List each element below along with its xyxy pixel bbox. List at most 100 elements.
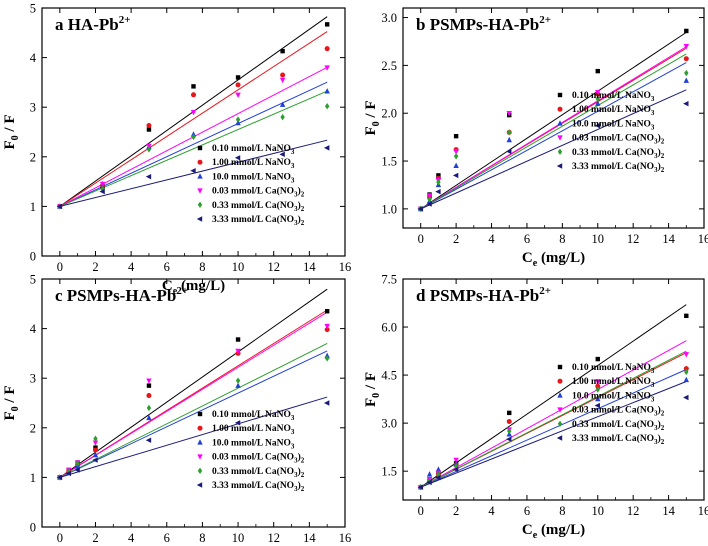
panel-a-point-s5-2	[145, 173, 152, 180]
panel-d-fit-line-3	[420, 340, 687, 488]
panel-b-point-s4-4	[507, 129, 512, 136]
panel-b-legend-sub-1: 3	[651, 109, 655, 117]
panel-d-point-s2-1	[426, 471, 433, 477]
panel-a-ytick-label: 2	[30, 150, 36, 164]
panel-a-legend-marker-1	[197, 159, 203, 165]
panel-b-legend-name-5: 3.33 mmol/L Ca(NO	[572, 161, 654, 172]
panel-d-xtick-label: 10	[592, 504, 605, 518]
panel-a-point-s2-5	[279, 101, 286, 107]
panel-b-point-s0-3	[453, 133, 459, 139]
panel-c-legend-suffix-4: )	[298, 466, 301, 477]
panel-b-legend-suffix-sub-3: 2	[661, 138, 665, 146]
panel-c-xtick-label: 16	[339, 531, 352, 545]
panel-c-legend-marker-0	[197, 411, 203, 417]
panel-d-point-s5-5	[594, 402, 600, 409]
panel-a-point-s1-2	[146, 123, 152, 129]
panel-c-point-s1-6	[324, 327, 330, 333]
panel-c-fit-line-5	[59, 396, 328, 478]
panel-c-ylabel: F0 / F	[2, 385, 21, 420]
panel-a-point-s0-4	[235, 75, 241, 80]
panel-a-title-text: HA-Pb	[68, 15, 119, 34]
panel-d-legend-sub-5: 3	[654, 438, 658, 446]
panel-c-title-text: PSMPs-HA-Pb	[67, 286, 177, 305]
panel-c-legend-suffix-sub-5: 2	[301, 485, 305, 493]
panel-c-point-s2-5	[235, 382, 241, 388]
panel-c-xtick-label: 14	[303, 531, 316, 545]
panel-c-ytick-label: 2	[30, 421, 36, 435]
panel-a-legend-name-1: 1.00 mmol/L NaNO	[212, 158, 291, 168]
panel-c-ytick-label: 1	[30, 471, 36, 485]
panel-a-point-s3-5	[279, 77, 286, 84]
panel-d-point-s1-6	[683, 366, 689, 372]
panel-b-point-s0-2	[436, 173, 441, 178]
panel-d-legend-sub-1: 3	[651, 381, 655, 389]
panel-b-xlabel-sub: e	[533, 258, 538, 269]
panel-d-ylabel: F0 / F	[363, 372, 382, 407]
panel-a-point-s0-5	[280, 48, 285, 54]
panel-c-legend-entry-1: 1.00 mmol/L NaNO3	[212, 424, 295, 436]
panel-c-legend-suffix-sub-4: 2	[301, 471, 305, 479]
panel-b-point-s4-3	[453, 153, 459, 160]
panel-d-title-sup: 2+	[539, 285, 551, 297]
panel-a-point-s4-4	[235, 116, 241, 123]
panel-d-xlabel-main: C	[522, 522, 533, 538]
panel-b-xtick-label: 2	[453, 232, 459, 246]
panel-c-xtick-label: 8	[199, 531, 205, 545]
panel-d-fit-line-5	[420, 381, 687, 488]
panel-d-legend-suffix-sub-4: 2	[661, 424, 665, 432]
panel-c-legend-suffix-3: )	[298, 452, 301, 463]
panel-b-ylabel-rest: / F	[363, 100, 379, 121]
panel-d-point-s0-4	[507, 410, 512, 416]
panel-b-fit-line-5	[420, 89, 687, 210]
panel-c-point-s0-6	[324, 309, 330, 314]
panel-a-legend-name-2: 10.0 mmol/L NaNO	[212, 172, 291, 182]
panel-a-title-sup: 2+	[119, 14, 131, 26]
panel-c-legend-entry-4: 0.33 mmol/L Ca(NO3)2	[212, 466, 305, 479]
panel-a-legend-entry-5: 3.33 mmol/L Ca(NO3)2	[212, 214, 305, 227]
panel-c-xtick-label: 0	[57, 531, 63, 545]
panel-d-point-s1-5	[595, 383, 601, 389]
panel-b-legend-entry-3: 0.03 mmol/L Ca(NO3)2	[572, 133, 665, 146]
panel-b-ylabel-sub: 0	[371, 121, 382, 126]
panel-d-point-s5-3	[452, 466, 459, 473]
panel-a-legend-sub-1: 3	[291, 162, 295, 170]
panel-a-point-s5-6	[323, 145, 330, 151]
panel-c-point-s5-4	[145, 437, 152, 443]
panel-c-fit-line-2	[59, 350, 328, 478]
panel-c-point-s1-4	[146, 393, 152, 399]
panel-d-point-s3-5	[595, 379, 601, 385]
panel-c-ylabel-rest: / F	[2, 385, 18, 406]
panel-a-point-s0-6	[324, 22, 330, 27]
panel-b-fit-line-0	[420, 31, 687, 210]
panel-a-point-s3-4	[235, 92, 241, 98]
panel-a-legend-suffix-5: )	[298, 214, 301, 225]
panel-b-title-text: PSMPs-HA-Pb	[430, 15, 540, 34]
panel-b-point-s3-1	[426, 193, 433, 199]
panel-b-ytick-label: 2.5	[381, 59, 397, 73]
panel-a-legend-entry-3: 0.03 mmol/L Ca(NO3)2	[212, 186, 305, 199]
panel-c-point-s3-4	[146, 378, 152, 384]
panel-d-xtick-label: 2	[453, 504, 459, 518]
panel-b-legend-name-4: 0.33 mmol/L Ca(NO	[572, 147, 654, 158]
panel-c-legend-sub-5: 3	[294, 485, 298, 493]
panel-a-xtick-label: 8	[199, 260, 205, 274]
panel-d-title-text: PSMPs-HA-Pb	[430, 286, 540, 305]
panel-d-ylabel-sub: 0	[371, 393, 382, 398]
panel-b-legend-suffix-3: )	[658, 133, 661, 144]
panel-b-xtick-label: 0	[418, 232, 424, 246]
panel-a-legend-marker-4	[197, 201, 203, 208]
panel-b-legend-name-2: 10.0 mmol/L NaNO	[572, 119, 651, 129]
panel-b-ytick-label: 1.5	[381, 155, 397, 169]
panel-b-legend-marker-1	[557, 106, 563, 112]
panel-d-ytick-label: 3.0	[381, 417, 397, 431]
panel-a-xlabel-unit: (mg/L)	[177, 278, 225, 294]
panel-d-legend-name-1: 1.00 mmol/L NaNO	[572, 377, 651, 387]
panel-a-legend-sub-5: 3	[294, 219, 298, 227]
panel-c-legend-sub-1: 3	[291, 428, 295, 436]
panel-a-point-s0-3	[191, 84, 196, 89]
panel-b-point-s5-2	[435, 188, 441, 195]
panel-a-legend-name-5: 3.33 mmol/L Ca(NO	[212, 214, 294, 225]
panel-b: 0 2 4 6 8 10 12 14 16 1.0 1.5 2.0 2.5 3.0 b PSMPs-HA-P…	[363, 7, 708, 269]
panel-c-legend-name-0: 0.10 mmol/L NaNO	[212, 410, 291, 420]
